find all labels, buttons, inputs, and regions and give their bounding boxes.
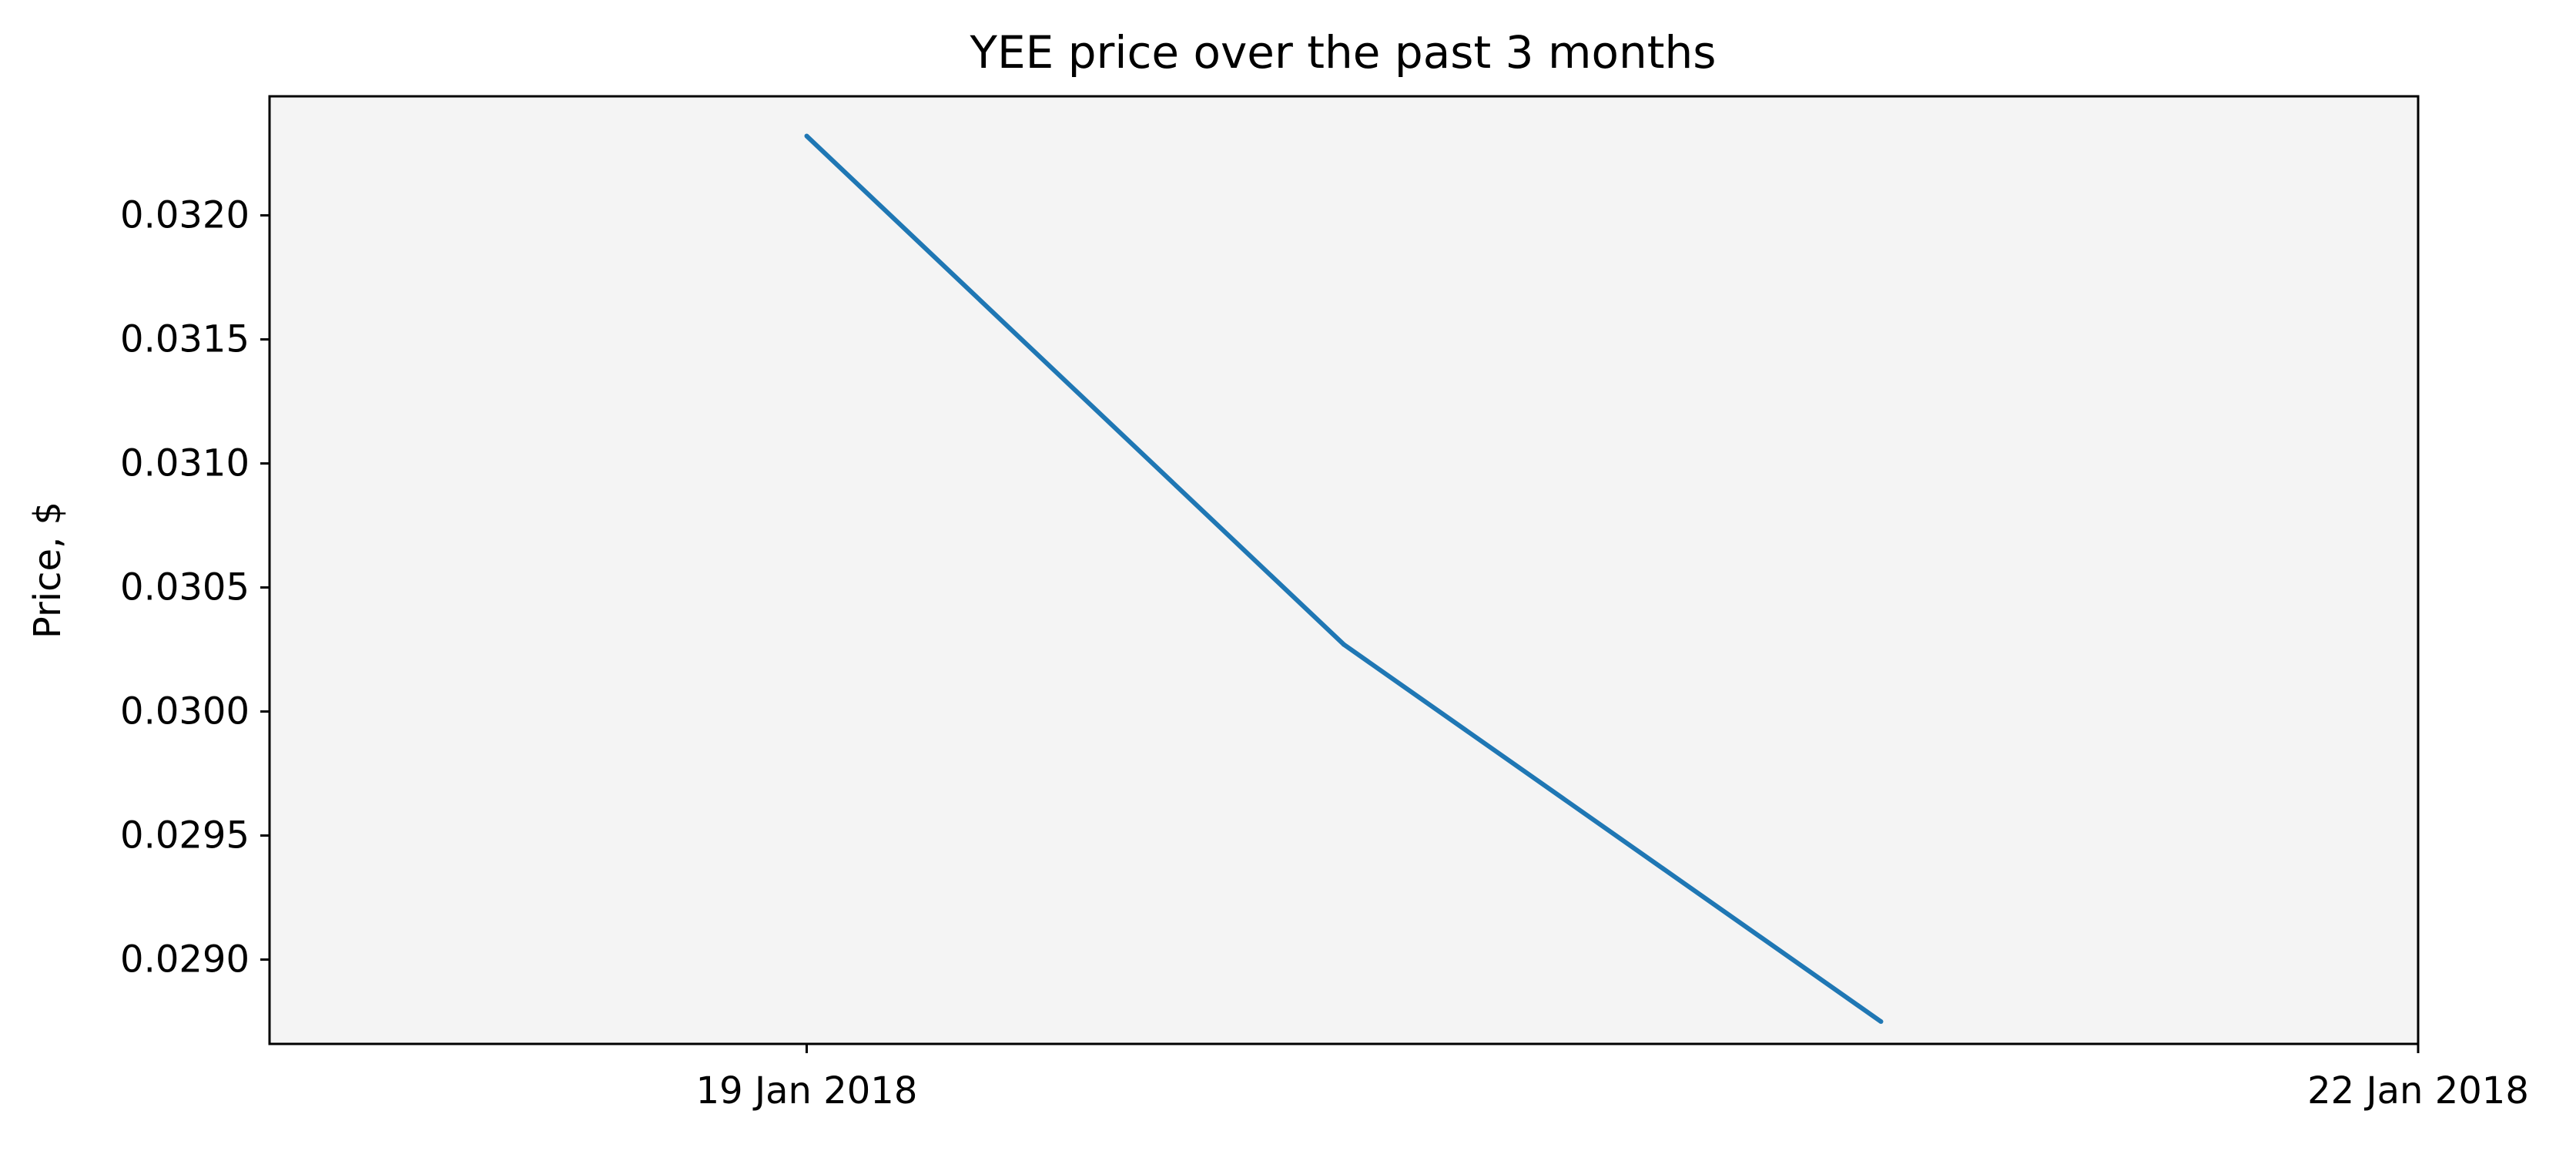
y-tick-label: 0.0305: [120, 566, 250, 609]
series-layer: [804, 133, 1884, 1025]
y-tick-label: 0.0320: [120, 194, 250, 237]
x-axis: 19 Jan 2018 22 Jan 2018: [696, 1044, 2529, 1112]
y-axis-title: Price, $: [26, 502, 69, 639]
y-tick-label: 0.0315: [120, 318, 250, 361]
x-tick-label: 19 Jan 2018: [696, 1069, 918, 1112]
y-tick-label: 0.0295: [120, 814, 250, 857]
y-tick-label: 0.0300: [120, 690, 250, 733]
data-point: [1342, 642, 1346, 647]
y-axis: 0.0290 0.0295 0.0300 0.0305 0.0310 0.0315 0.03…: [120, 194, 270, 982]
x-tick-label: 22 Jan 2018: [2307, 1069, 2529, 1112]
y-tick-label: 0.0310: [120, 442, 250, 485]
plot-area: [268, 95, 2420, 1045]
data-point: [1878, 1019, 1884, 1025]
chart-title: YEE price over the past 3 months: [970, 26, 1717, 79]
y-tick-label: 0.0290: [120, 938, 250, 982]
data-point: [804, 133, 809, 139]
